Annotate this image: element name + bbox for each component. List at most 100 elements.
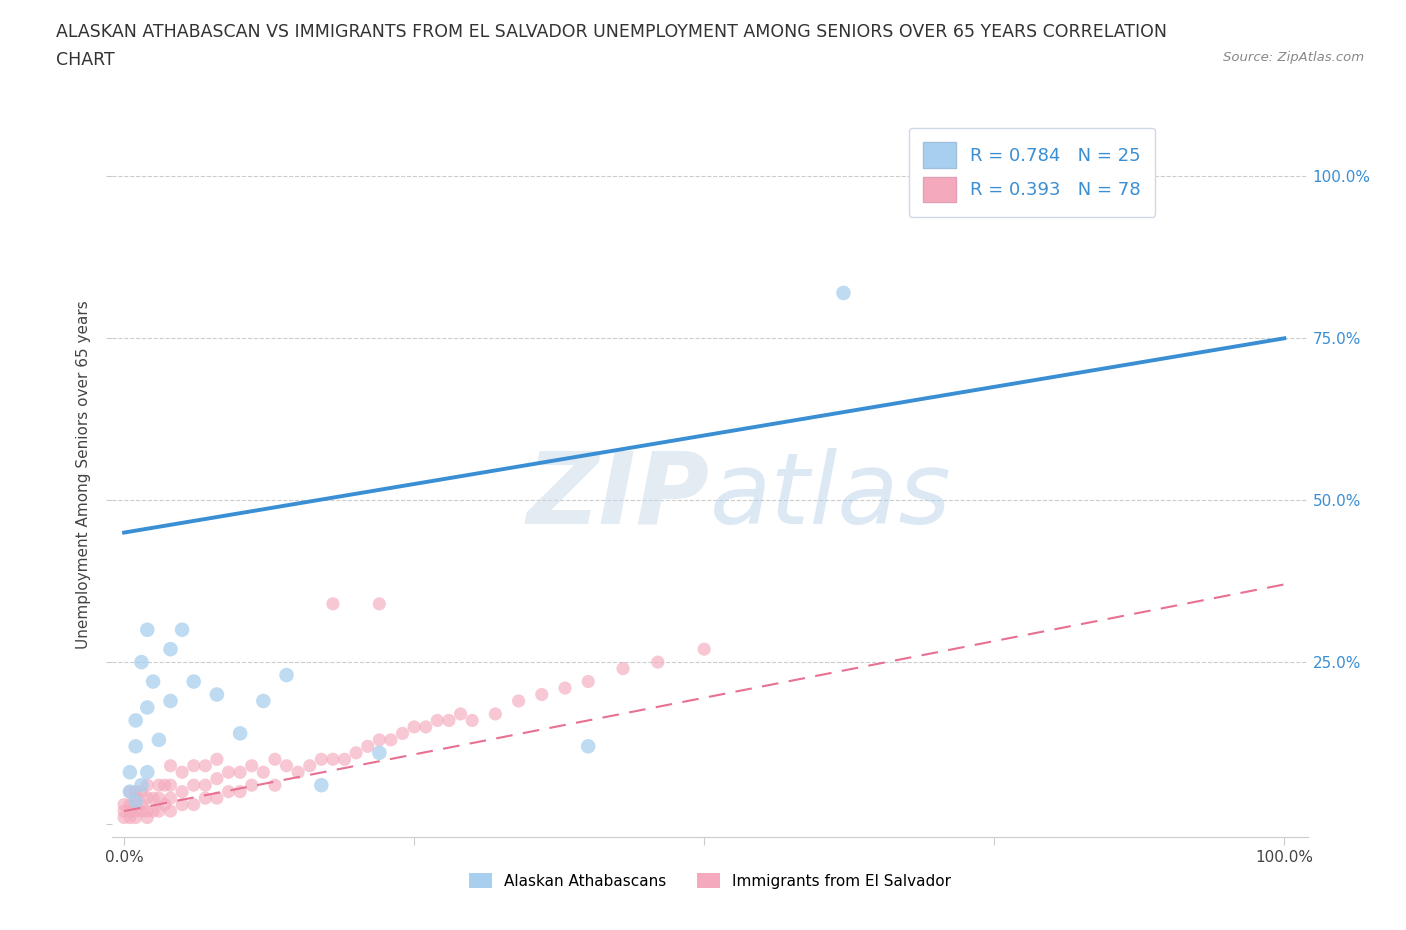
- Point: [264, 777, 287, 792]
- Point: [183, 674, 205, 689]
- Point: [172, 784, 194, 799]
- Point: [205, 790, 228, 805]
- Point: [229, 764, 252, 779]
- Point: [136, 622, 159, 637]
- Point: [183, 758, 205, 773]
- Point: [380, 733, 402, 748]
- Point: [344, 745, 367, 760]
- Point: [218, 784, 240, 799]
- Point: [159, 790, 181, 805]
- Point: [153, 797, 176, 812]
- Point: [125, 797, 148, 812]
- Point: [112, 804, 135, 818]
- Point: [172, 797, 194, 812]
- Point: [437, 713, 460, 728]
- Point: [125, 784, 148, 799]
- Point: [159, 777, 181, 792]
- Point: [118, 797, 141, 812]
- Point: [576, 738, 599, 753]
- Point: [148, 777, 170, 792]
- Point: [322, 596, 344, 611]
- Point: [530, 687, 553, 702]
- Point: [832, 286, 855, 300]
- Point: [118, 804, 141, 818]
- Point: [693, 642, 716, 657]
- Point: [125, 790, 148, 805]
- Point: [136, 764, 159, 779]
- Point: [131, 777, 153, 792]
- Point: [322, 751, 344, 766]
- Point: [484, 707, 506, 722]
- Point: [426, 713, 449, 728]
- Point: [125, 794, 148, 809]
- Point: [118, 764, 141, 779]
- Point: [311, 751, 333, 766]
- Point: [136, 700, 159, 715]
- Y-axis label: Unemployment Among Seniors over 65 years: Unemployment Among Seniors over 65 years: [76, 300, 91, 649]
- Point: [276, 758, 298, 773]
- Point: [112, 797, 135, 812]
- Point: [131, 655, 153, 670]
- Point: [218, 764, 240, 779]
- Point: [311, 777, 333, 792]
- Point: [148, 790, 170, 805]
- Point: [159, 804, 181, 818]
- Point: [172, 622, 194, 637]
- Point: [240, 758, 263, 773]
- Point: [159, 642, 181, 657]
- Text: atlas: atlas: [710, 447, 952, 545]
- Point: [125, 738, 148, 753]
- Point: [148, 804, 170, 818]
- Point: [194, 777, 217, 792]
- Point: [125, 713, 148, 728]
- Point: [183, 777, 205, 792]
- Point: [205, 751, 228, 766]
- Point: [142, 804, 165, 818]
- Point: [368, 733, 391, 748]
- Point: [136, 810, 159, 825]
- Point: [287, 764, 309, 779]
- Point: [142, 790, 165, 805]
- Point: [229, 726, 252, 741]
- Point: [404, 720, 426, 735]
- Text: CHART: CHART: [56, 51, 115, 69]
- Point: [118, 784, 141, 799]
- Text: ALASKAN ATHABASCAN VS IMMIGRANTS FROM EL SALVADOR UNEMPLOYMENT AMONG SENIORS OVE: ALASKAN ATHABASCAN VS IMMIGRANTS FROM EL…: [56, 23, 1167, 41]
- Point: [112, 810, 135, 825]
- Point: [183, 797, 205, 812]
- Point: [136, 790, 159, 805]
- Point: [298, 758, 321, 773]
- Point: [612, 661, 634, 676]
- Point: [357, 738, 380, 753]
- Point: [229, 784, 252, 799]
- Point: [194, 790, 217, 805]
- Point: [131, 804, 153, 818]
- Point: [1133, 169, 1156, 184]
- Point: [415, 720, 437, 735]
- Point: [172, 764, 194, 779]
- Point: [205, 771, 228, 786]
- Point: [508, 694, 530, 709]
- Point: [368, 745, 391, 760]
- Point: [461, 713, 484, 728]
- Point: [131, 784, 153, 799]
- Point: [368, 596, 391, 611]
- Point: [252, 764, 274, 779]
- Legend: Alaskan Athabascans, Immigrants from El Salvador: Alaskan Athabascans, Immigrants from El …: [463, 867, 957, 895]
- Point: [333, 751, 356, 766]
- Point: [240, 777, 263, 792]
- Point: [159, 694, 181, 709]
- Point: [647, 655, 669, 670]
- Point: [264, 751, 287, 766]
- Point: [554, 681, 576, 696]
- Point: [576, 674, 599, 689]
- Point: [142, 674, 165, 689]
- Point: [118, 810, 141, 825]
- Point: [131, 797, 153, 812]
- Point: [136, 777, 159, 792]
- Point: [118, 784, 141, 799]
- Point: [148, 733, 170, 748]
- Point: [125, 804, 148, 818]
- Point: [276, 668, 298, 683]
- Text: Source: ZipAtlas.com: Source: ZipAtlas.com: [1223, 51, 1364, 64]
